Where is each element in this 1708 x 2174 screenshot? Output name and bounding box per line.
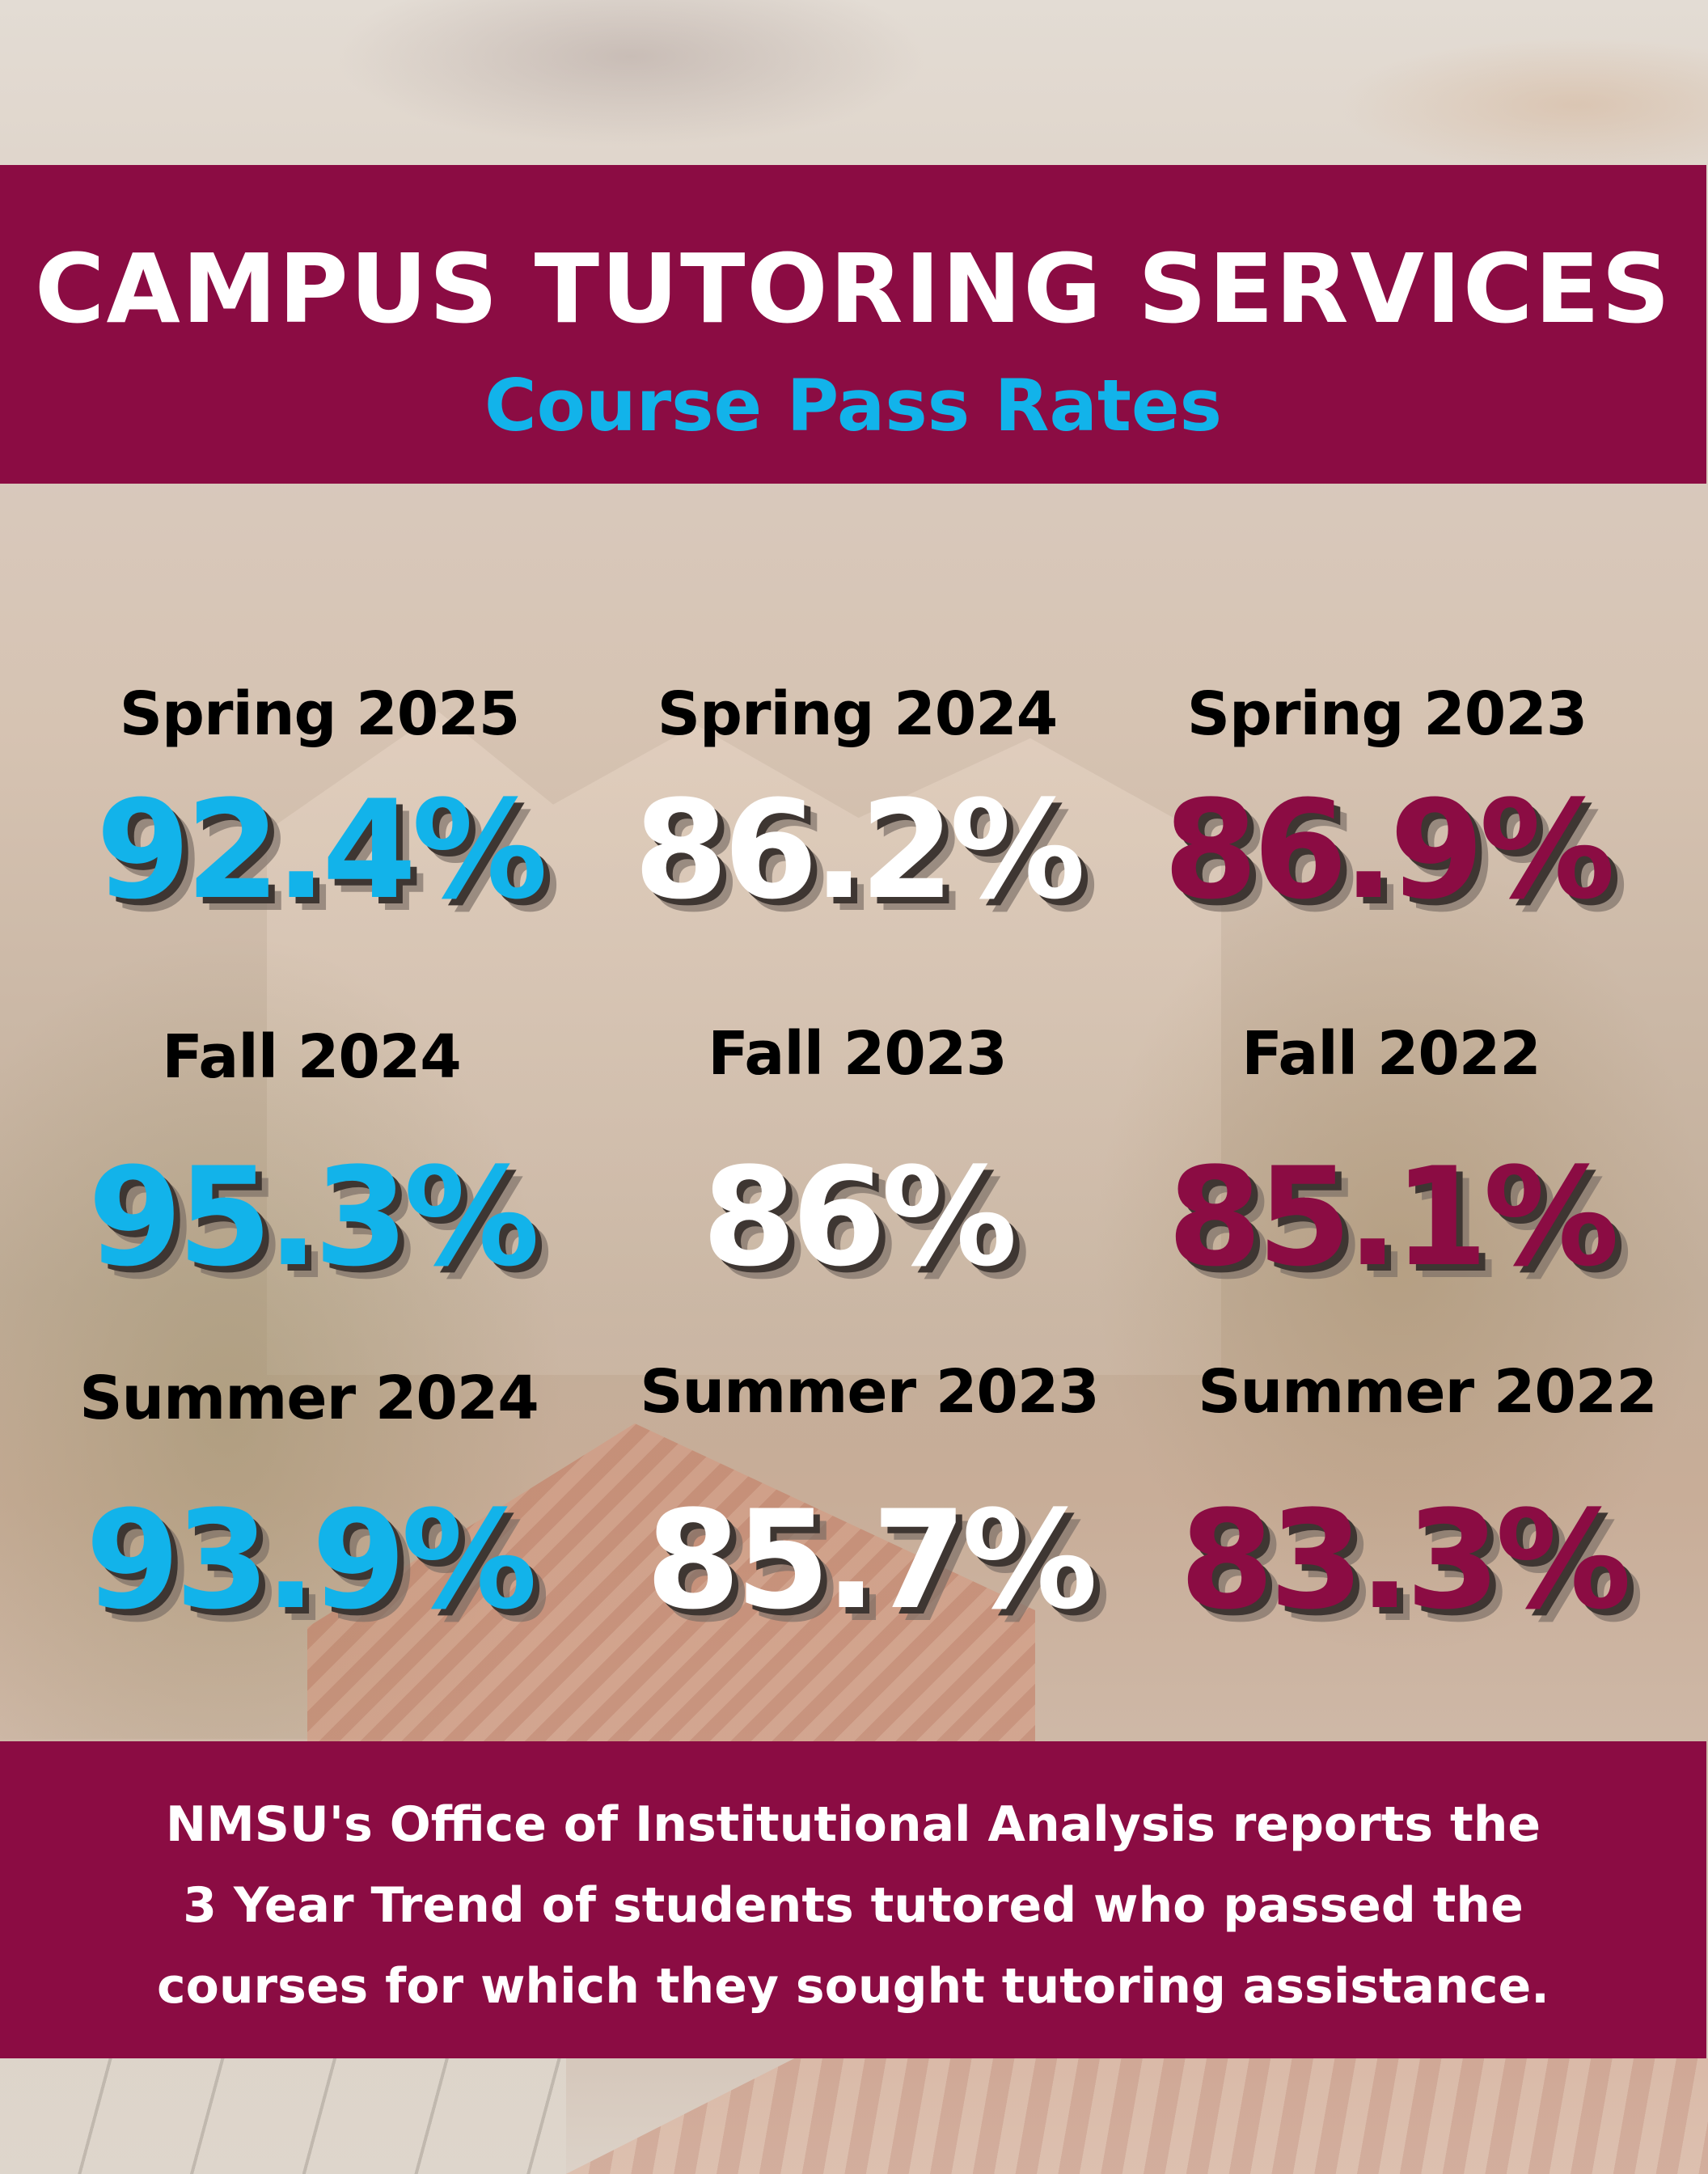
page-subtitle: Course Pass Rates	[484, 364, 1222, 447]
stat-pass-rate: 95.3%	[87, 1138, 540, 1296]
stat-pass-rate: 86.2%	[633, 771, 1086, 929]
stat-term-label: Spring 2023	[1186, 679, 1588, 749]
stat-pass-rate: 83.3%	[1179, 1481, 1632, 1639]
stat-spring-2025: Spring 2025 92.4%	[36, 678, 602, 927]
stat-pass-rate: 86.9%	[1163, 771, 1616, 929]
stat-pass-rate: 92.4%	[95, 771, 548, 929]
stat-summer-2023: Summer 2023 85.7%	[586, 1356, 1152, 1637]
stat-term-label: Summer 2023	[640, 1357, 1100, 1427]
header-banner	[0, 165, 1706, 484]
stat-term-label: Fall 2024	[162, 1022, 462, 1092]
footer-description: NMSU's Office of Institutional Analysis …	[0, 1784, 1706, 2027]
stat-pass-rate: 85.7%	[645, 1481, 1098, 1639]
stat-fall-2023: Fall 2023 86%	[574, 1017, 1140, 1294]
stat-summer-2024: Summer 2024 93.9%	[26, 1362, 592, 1637]
stat-pass-rate: 85.1%	[1167, 1138, 1620, 1296]
stat-term-label: Summer 2024	[79, 1364, 539, 1433]
stat-fall-2022: Fall 2022 85.1%	[1108, 1017, 1674, 1294]
footer-line: NMSU's Office of Institutional Analysis …	[165, 1796, 1541, 1853]
footer-line: 3 Year Trend of students tutored who pas…	[183, 1877, 1524, 1934]
footer-banner	[0, 1741, 1706, 2058]
stat-term-label: Fall 2023	[708, 1019, 1008, 1089]
stat-term-label: Summer 2022	[1198, 1357, 1658, 1427]
stat-pass-rate: 86%	[701, 1138, 1017, 1296]
stat-term-label: Spring 2025	[119, 679, 521, 749]
stat-pass-rate: 93.9%	[85, 1481, 538, 1639]
stat-spring-2024: Spring 2024 86.2%	[574, 678, 1140, 927]
stat-term-label: Spring 2024	[657, 679, 1059, 749]
stat-spring-2023: Spring 2023 86.9%	[1104, 678, 1670, 927]
stat-term-label: Fall 2022	[1241, 1019, 1541, 1089]
stat-summer-2022: Summer 2022 83.3%	[1144, 1356, 1708, 1637]
stat-fall-2024: Fall 2024 95.3%	[28, 1021, 594, 1294]
footer-line: courses for which they sought tutoring a…	[157, 1958, 1549, 2015]
page-title: CAMPUS TUTORING SERVICES	[34, 233, 1672, 345]
